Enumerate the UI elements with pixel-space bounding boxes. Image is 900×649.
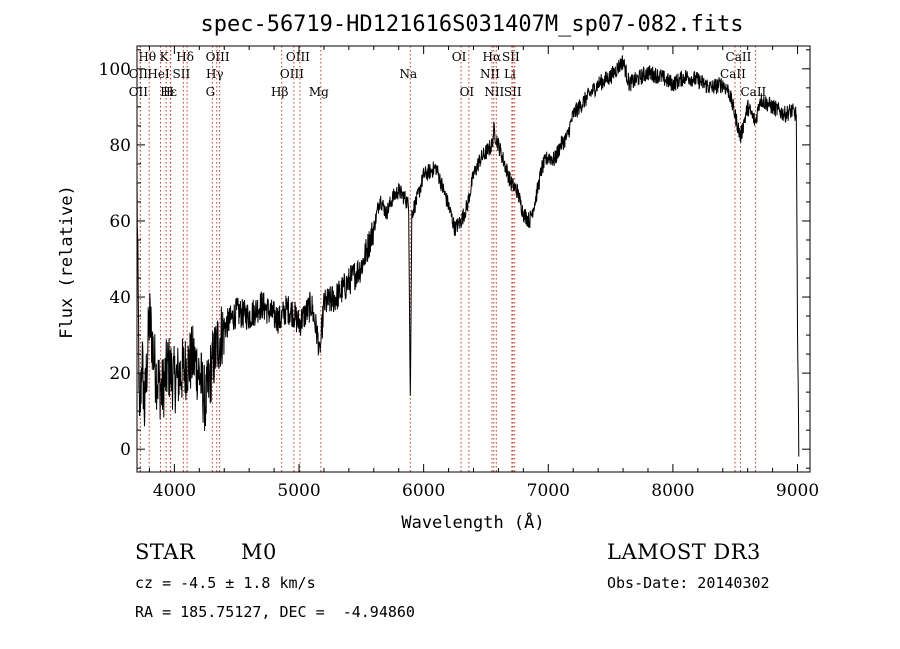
line-marker-label: Na <box>399 67 417 81</box>
line-marker-label: OII <box>129 85 149 99</box>
plot-frame <box>136 45 811 473</box>
line-marker-label: NII <box>484 85 504 99</box>
line-marker-label: OIII <box>286 50 310 64</box>
x-tick-label: 7000 <box>527 481 570 501</box>
chart-title: spec-56719-HD121616S031407M_sp07-082.fit… <box>200 12 743 37</box>
line-marker-label: SII <box>504 85 522 99</box>
x-tick-label: 4000 <box>153 481 196 501</box>
line-marker-label: SII <box>502 50 520 64</box>
object-class: STAR <box>135 540 196 564</box>
line-marker-label: Li <box>504 67 516 81</box>
object-subclass: M0 <box>241 540 277 564</box>
line-marker-label: Hθ <box>138 50 156 64</box>
line-marker-label: CaII <box>740 85 766 99</box>
x-tick-label: 9000 <box>776 481 819 501</box>
y-tick-label: 0 <box>120 440 131 460</box>
line-marker-label: Hα <box>483 50 502 64</box>
line-marker-label: K <box>160 50 170 64</box>
line-marker-label: Mg <box>309 85 329 99</box>
y-tick-label: 20 <box>109 364 131 384</box>
y-axis-label: Flux (relative) <box>57 185 77 339</box>
x-tick-label: 5000 <box>277 481 320 501</box>
line-marker-label: OIII <box>206 50 230 64</box>
line-marker-label: Hε <box>160 85 177 99</box>
line-marker-label: CaII <box>726 50 752 64</box>
x-axis-label: Wavelength (Å) <box>401 511 544 533</box>
y-tick-label: 60 <box>109 212 131 232</box>
line-marker-label: H <box>163 85 173 99</box>
line-marker-label: OIII <box>280 67 304 81</box>
line-marker-label: Hβ <box>271 85 288 99</box>
line-marker-label: OII <box>129 67 149 81</box>
line-marker-label: Hδ <box>176 50 194 64</box>
line-marker-label: NII <box>480 67 500 81</box>
y-tick-label: 40 <box>109 288 131 308</box>
line-marker-label: OI <box>452 50 467 64</box>
y-tick-label: 80 <box>109 136 131 156</box>
x-tick-label: 8000 <box>651 481 694 501</box>
redshift-cz: cz = -4.5 ± 1.8 km/s <box>135 574 316 592</box>
coordinates: RA = 185.75127, DEC = -4.94860 <box>135 603 415 621</box>
line-marker-label: Hγ <box>206 67 224 81</box>
observation-date: Obs-Date: 20140302 <box>607 574 770 592</box>
line-marker-label: HeI <box>147 67 170 81</box>
spectrum-line <box>137 55 800 457</box>
line-marker-label: G <box>206 85 216 99</box>
y-tick-label: 100 <box>99 60 131 80</box>
x-tick-label: 6000 <box>402 481 445 501</box>
survey-name: LAMOST DR3 <box>607 540 761 564</box>
line-marker-label: CaII <box>720 67 746 81</box>
line-marker-label: OI <box>460 85 475 99</box>
line-marker-label: SII <box>173 67 191 81</box>
